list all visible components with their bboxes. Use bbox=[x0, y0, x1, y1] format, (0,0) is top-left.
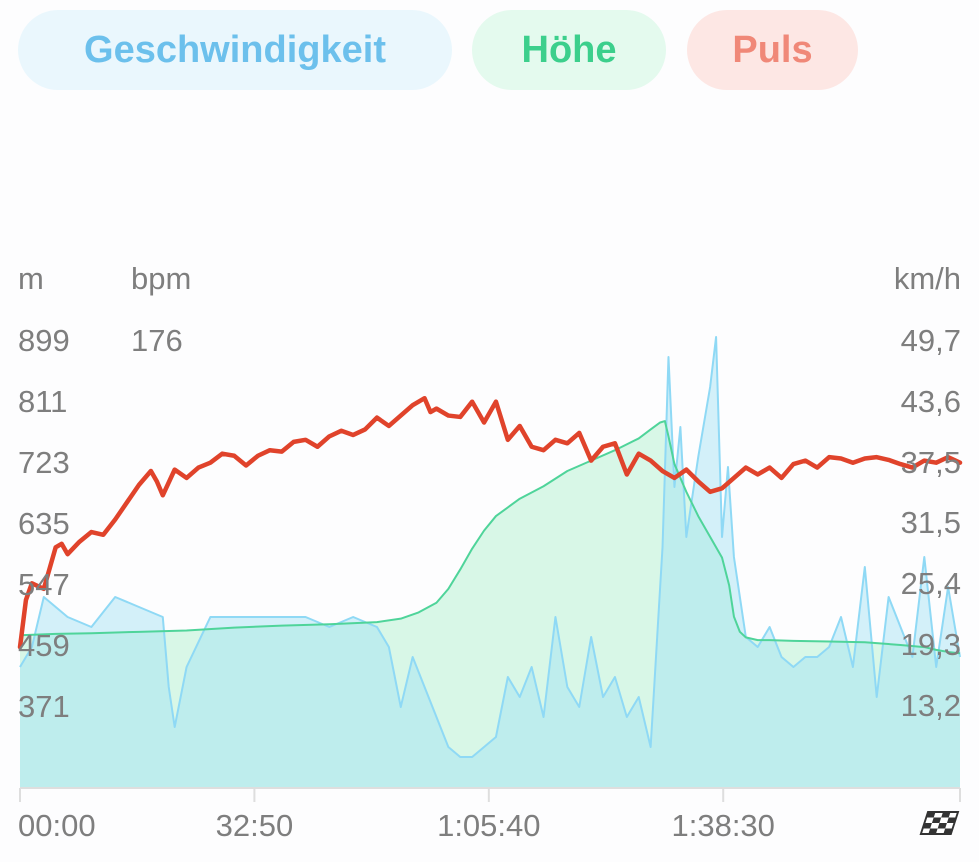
y-left-tick-label: 371 bbox=[18, 689, 70, 724]
speed-area bbox=[20, 337, 960, 788]
y-hr-unit: bpm bbox=[131, 261, 191, 296]
speed-line bbox=[19, 336, 961, 758]
y-left-unit: m bbox=[18, 261, 44, 296]
y-right-tick-label: 19,3 bbox=[901, 627, 961, 662]
plot-area bbox=[17, 336, 963, 788]
y-right-tick-label: 37,5 bbox=[901, 445, 961, 480]
y-left-tick-label: 723 bbox=[18, 445, 70, 480]
y-right-tick-label: 43,6 bbox=[901, 384, 961, 419]
x-axis bbox=[19, 787, 961, 802]
heart-rate-line bbox=[17, 395, 963, 650]
y-left-tick-label: 459 bbox=[18, 628, 70, 663]
y-right-tick-label: 25,4 bbox=[901, 566, 961, 601]
altitude-line bbox=[19, 420, 961, 655]
y-left-tick-label: 547 bbox=[18, 567, 70, 602]
y-right-tick-label: 31,5 bbox=[901, 505, 961, 540]
x-tick-label: 32:50 bbox=[216, 808, 294, 843]
y-right-unit: km/h bbox=[894, 261, 961, 296]
axis-labels: 00:00 32:50 1:05:40 1:38:30 m bpm km/h 899 811 72… bbox=[18, 261, 961, 843]
x-tick-label: 1:05:40 bbox=[437, 808, 540, 843]
tab-altitude[interactable]: Höhe bbox=[472, 10, 666, 90]
y-left-tick-label: 811 bbox=[18, 384, 67, 419]
x-tick-label: 00:00 bbox=[18, 808, 96, 843]
y-hr-tick-label: 176 bbox=[131, 323, 183, 358]
tab-speed[interactable]: Geschwindigkeit bbox=[18, 10, 452, 90]
y-left-tick-label: 899 bbox=[18, 323, 70, 358]
x-tick-label: 1:38:30 bbox=[671, 808, 774, 843]
tab-heart-rate[interactable]: Puls bbox=[687, 10, 858, 90]
altitude-area bbox=[20, 421, 960, 788]
y-right-tick-label: 49,7 bbox=[901, 323, 961, 358]
y-left-tick-label: 635 bbox=[18, 506, 70, 541]
y-right-tick-label: 13,2 bbox=[901, 688, 961, 723]
finish-flag-icon bbox=[919, 811, 960, 835]
